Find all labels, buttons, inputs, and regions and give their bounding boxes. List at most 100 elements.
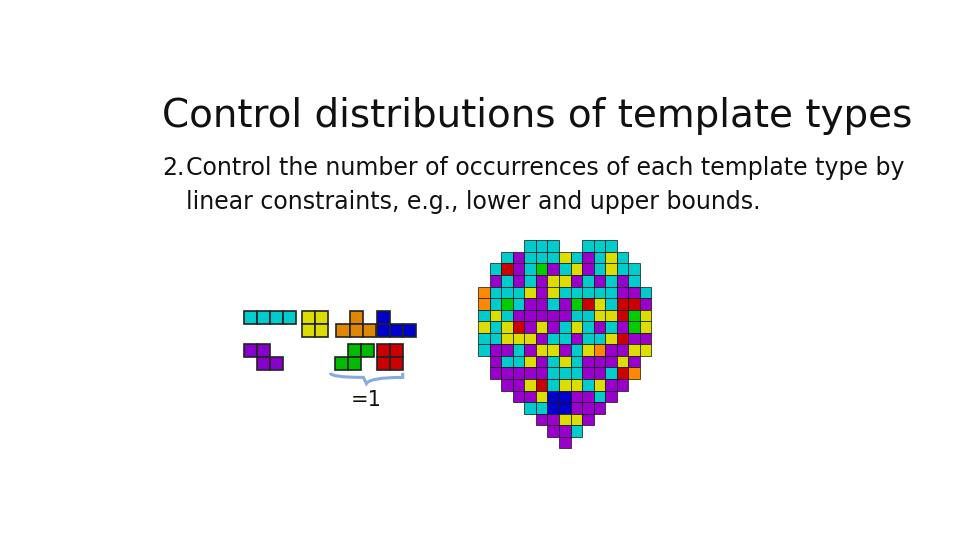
Bar bbox=[559, 252, 570, 264]
Bar bbox=[501, 379, 513, 390]
Bar bbox=[616, 298, 628, 309]
Bar bbox=[605, 345, 616, 356]
Bar bbox=[376, 311, 390, 325]
Bar bbox=[605, 298, 616, 309]
Bar bbox=[501, 252, 513, 264]
Bar bbox=[244, 311, 257, 325]
Bar bbox=[570, 402, 582, 414]
Bar bbox=[628, 356, 639, 367]
Bar bbox=[524, 264, 536, 275]
Bar bbox=[490, 333, 501, 345]
Bar bbox=[315, 325, 328, 338]
Bar bbox=[628, 333, 639, 345]
Bar bbox=[524, 390, 536, 402]
Bar bbox=[593, 367, 605, 379]
Bar bbox=[605, 275, 616, 287]
Bar bbox=[390, 343, 402, 356]
Bar bbox=[570, 252, 582, 264]
Bar bbox=[501, 287, 513, 298]
Bar bbox=[593, 264, 605, 275]
Bar bbox=[570, 321, 582, 333]
Bar bbox=[547, 333, 559, 345]
Bar bbox=[605, 309, 616, 321]
Bar bbox=[547, 345, 559, 356]
Bar bbox=[363, 325, 375, 338]
Bar bbox=[559, 298, 570, 309]
Bar bbox=[348, 356, 361, 370]
Bar bbox=[257, 356, 271, 370]
Bar bbox=[547, 309, 559, 321]
Bar bbox=[390, 356, 402, 370]
Bar bbox=[593, 321, 605, 333]
Bar bbox=[639, 309, 652, 321]
Bar bbox=[582, 367, 593, 379]
Bar bbox=[628, 321, 639, 333]
Bar bbox=[524, 356, 536, 367]
Bar bbox=[361, 343, 374, 356]
Bar bbox=[570, 390, 582, 402]
Bar bbox=[490, 264, 501, 275]
Bar bbox=[501, 275, 513, 287]
Bar bbox=[536, 298, 547, 309]
Bar bbox=[315, 311, 328, 325]
Bar bbox=[639, 333, 652, 345]
Bar bbox=[593, 345, 605, 356]
Bar bbox=[524, 333, 536, 345]
Bar bbox=[301, 325, 315, 338]
Bar bbox=[536, 264, 547, 275]
Bar bbox=[605, 390, 616, 402]
Bar bbox=[593, 287, 605, 298]
Bar bbox=[616, 367, 628, 379]
Bar bbox=[524, 252, 536, 264]
Bar bbox=[524, 321, 536, 333]
Bar bbox=[376, 325, 390, 338]
Bar bbox=[513, 298, 524, 309]
Bar bbox=[478, 333, 490, 345]
Bar bbox=[524, 379, 536, 390]
Bar bbox=[605, 367, 616, 379]
Bar bbox=[582, 356, 593, 367]
Bar bbox=[559, 437, 570, 448]
Bar bbox=[605, 264, 616, 275]
Bar bbox=[490, 345, 501, 356]
Bar bbox=[547, 252, 559, 264]
Bar bbox=[513, 287, 524, 298]
Bar bbox=[271, 311, 283, 325]
Bar bbox=[376, 343, 390, 356]
Bar bbox=[336, 325, 349, 338]
Bar bbox=[605, 240, 616, 252]
Bar bbox=[582, 252, 593, 264]
Bar bbox=[570, 298, 582, 309]
Bar bbox=[628, 298, 639, 309]
Bar bbox=[570, 379, 582, 390]
Bar bbox=[513, 390, 524, 402]
Text: Control the number of occurrences of each template type by
linear constraints, e: Control the number of occurrences of eac… bbox=[185, 156, 904, 214]
Bar bbox=[559, 321, 570, 333]
Bar bbox=[547, 356, 559, 367]
Bar bbox=[501, 321, 513, 333]
Bar bbox=[513, 345, 524, 356]
Bar bbox=[501, 356, 513, 367]
Bar bbox=[536, 240, 547, 252]
Bar bbox=[402, 325, 416, 338]
Bar bbox=[582, 240, 593, 252]
Bar bbox=[513, 367, 524, 379]
Bar bbox=[283, 311, 297, 325]
Bar bbox=[257, 311, 271, 325]
Bar bbox=[559, 275, 570, 287]
Bar bbox=[582, 309, 593, 321]
Bar bbox=[513, 379, 524, 390]
Bar bbox=[593, 333, 605, 345]
Bar bbox=[547, 321, 559, 333]
Bar bbox=[570, 264, 582, 275]
Text: 2.: 2. bbox=[162, 156, 185, 180]
Bar bbox=[524, 402, 536, 414]
Bar bbox=[570, 414, 582, 425]
Bar bbox=[559, 414, 570, 425]
Bar bbox=[348, 343, 361, 356]
Bar bbox=[616, 379, 628, 390]
Bar bbox=[478, 298, 490, 309]
Bar bbox=[490, 356, 501, 367]
Bar bbox=[501, 309, 513, 321]
Bar bbox=[628, 345, 639, 356]
